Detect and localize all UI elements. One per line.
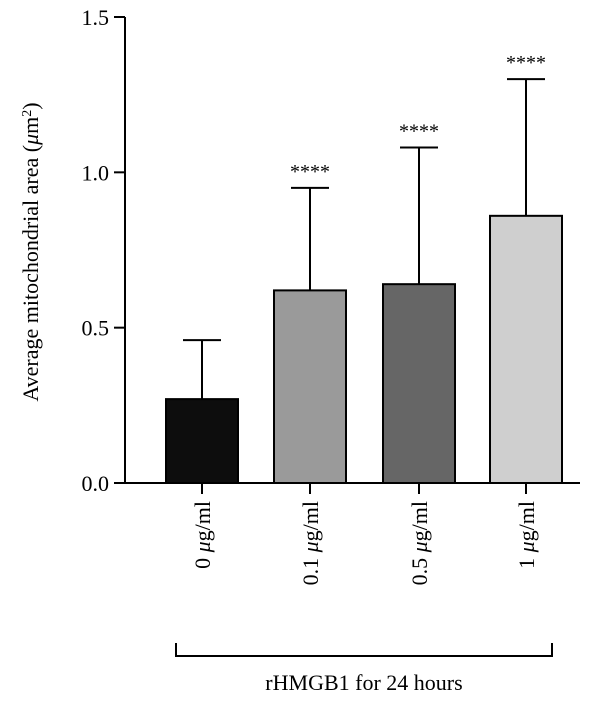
y-tick-label: 1.0 [82, 160, 110, 185]
bar [382, 283, 456, 484]
bars-layer [165, 78, 563, 484]
bar [165, 398, 239, 484]
bar [489, 214, 563, 484]
bar [273, 289, 347, 484]
significance-label: **** [399, 120, 439, 142]
significance-label: **** [506, 52, 546, 74]
significance-label: **** [290, 161, 330, 183]
group-bracket [175, 643, 553, 657]
y-tick-label: 0.5 [82, 316, 110, 341]
labels-layer: 0.0 0.5 1.0 1.5 Average mitochondrial area (… [18, 5, 546, 695]
x-tick-label: 1 μg/ml [514, 501, 539, 569]
y-tick-label: 0.0 [82, 471, 110, 496]
x-tick-label: 0.5 μg/ml [407, 501, 432, 585]
x-axis-title: rHMGB1 for 24 hours [265, 670, 462, 695]
x-tick-label: 0.1 μg/ml [298, 501, 323, 585]
axes-layer [114, 16, 580, 657]
x-tick-label: 0 μg/ml [190, 501, 215, 569]
y-axis-title: Average mitochondrial area (μm2) [18, 102, 43, 401]
y-tick-label: 1.5 [82, 5, 110, 30]
